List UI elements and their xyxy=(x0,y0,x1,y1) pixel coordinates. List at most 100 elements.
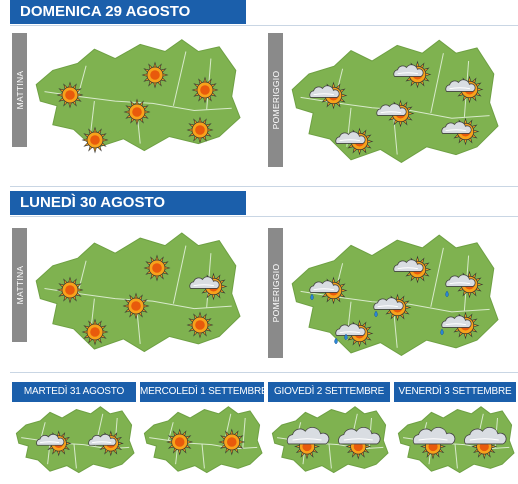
raindrop-icon xyxy=(334,337,338,345)
sun-behind-cloud-icon xyxy=(441,117,480,146)
sun-icon xyxy=(81,126,109,154)
day1-afternoon-tab: POMERIGGIO xyxy=(268,33,283,167)
sun-behind-cloud-icon xyxy=(376,99,415,128)
sun-behind-cloud-icon xyxy=(88,430,124,457)
day2-top-divider xyxy=(10,186,518,187)
raindrop-icon xyxy=(440,328,444,336)
day2-header: LUNEDÌ 30 AGOSTO xyxy=(10,191,246,215)
outlook-day-2-valley-line xyxy=(149,437,258,450)
day2-title: LUNEDÌ 30 AGOSTO xyxy=(20,194,166,211)
cloud-with-sun-icon xyxy=(338,427,381,460)
sun-behind-cloud-icon xyxy=(36,430,72,457)
sun-behind-cloud-icon xyxy=(441,311,480,340)
outlook-top-divider xyxy=(10,372,518,373)
day1-morning-valley-line xyxy=(77,65,87,97)
sun-icon xyxy=(123,98,151,126)
cloud-icon xyxy=(393,259,424,272)
raindrop-icon xyxy=(344,333,348,341)
day2-afternoon-valley-line xyxy=(430,247,444,307)
day2-morning-region xyxy=(35,232,241,353)
sun-behind-cloud-icon xyxy=(445,75,484,104)
cloud-icon xyxy=(286,427,330,445)
sun-icon xyxy=(56,276,84,304)
sun-behind-cloud-icon xyxy=(335,127,374,156)
cloud-icon xyxy=(376,103,407,116)
outlook-day-4: VENERDÌ 3 SETTEMBRE xyxy=(394,382,516,482)
sun-icon xyxy=(141,61,169,89)
sun-icon xyxy=(122,292,150,320)
sun-behind-cloud-icon xyxy=(393,60,432,89)
cloud-icon xyxy=(441,315,472,328)
sun-icon xyxy=(143,254,171,282)
cloud-icon xyxy=(393,64,424,77)
day2-divider xyxy=(10,216,518,217)
sun-icon xyxy=(56,81,84,109)
outlook-day-2-valley-line xyxy=(167,422,174,441)
cloud-icon xyxy=(309,280,340,293)
outlook-day-1-label: MARTEDÌ 31 AGOSTO xyxy=(12,382,136,402)
raindrop-icon xyxy=(310,293,314,301)
day1-morning-tab: MATTINA xyxy=(12,33,27,147)
sun-icon xyxy=(191,76,219,104)
cloud-with-sun-icon xyxy=(286,427,330,460)
outlook-day-2-valley-line xyxy=(242,417,246,449)
cloud-icon xyxy=(464,427,507,445)
outlook-day-3-label: GIOVEDÌ 2 SETTEMBRE xyxy=(268,382,390,402)
cloud-with-sun-icon xyxy=(412,427,456,460)
sun-behind-cloud-icon xyxy=(189,272,228,301)
outlook-day-1-valley-line xyxy=(47,443,51,465)
cloud-icon xyxy=(335,323,366,336)
sun-icon xyxy=(186,311,214,339)
sun-behind-cloud-icon xyxy=(335,319,374,348)
cloud-with-sun-icon xyxy=(464,427,507,460)
cloud-icon xyxy=(36,433,65,446)
outlook-day-2: MERCOLEDÌ 1 SETTEMBRE xyxy=(140,382,268,482)
day1-divider xyxy=(10,25,518,26)
outlook-day-4-label: VENERDÌ 3 SETTEMBRE xyxy=(394,382,516,402)
sun-icon xyxy=(81,318,109,346)
day1-title: DOMENICA 29 AGOSTO xyxy=(20,3,191,20)
day1-header: DOMENICA 29 AGOSTO xyxy=(10,0,246,24)
sun-icon xyxy=(166,428,194,456)
outlook-day-3: GIOVEDÌ 2 SETTEMBRE xyxy=(268,382,390,482)
outlook-day-2-valley-line xyxy=(201,443,205,469)
day1-morning-valley-line xyxy=(172,51,187,106)
cloud-icon xyxy=(445,79,476,92)
sun-behind-cloud-icon xyxy=(393,255,432,284)
cloud-icon xyxy=(335,131,366,144)
outlook-day-1: MARTEDÌ 31 AGOSTO xyxy=(12,382,136,482)
day2-afternoon-tab: POMERIGGIO xyxy=(268,228,283,358)
outlook-day-2-region xyxy=(143,406,263,474)
day2-morning-valley-line xyxy=(172,245,187,304)
cloud-icon xyxy=(309,85,340,98)
day1-morning-region xyxy=(35,39,241,152)
sun-behind-cloud-icon xyxy=(373,293,412,322)
day2-morning-valley-line xyxy=(77,260,87,294)
outlook-day-2-label: MERCOLEDÌ 1 SETTEMBRE xyxy=(140,382,268,402)
cloud-icon xyxy=(441,121,472,134)
cloud-icon xyxy=(445,274,476,287)
outlook-day-4-valley-line xyxy=(454,443,458,469)
sun-behind-cloud-icon xyxy=(445,270,484,299)
cloud-icon xyxy=(189,276,220,289)
day1-afternoon-valley-line xyxy=(430,53,444,114)
sun-behind-cloud-icon xyxy=(309,276,348,305)
cloud-icon xyxy=(338,427,381,445)
cloud-icon xyxy=(373,297,404,310)
outlook-day-1-valley-line xyxy=(73,443,77,469)
sun-icon xyxy=(218,428,246,456)
day1-morning-valley-line xyxy=(89,101,95,137)
outlook-day-3-valley-line xyxy=(328,443,332,469)
cloud-icon xyxy=(88,433,117,446)
raindrop-icon xyxy=(374,310,378,318)
outlook-day-1-region xyxy=(15,406,135,474)
day2-morning-tab: MATTINA xyxy=(12,228,27,342)
sun-icon xyxy=(186,116,214,144)
cloud-icon xyxy=(412,427,456,445)
sun-behind-cloud-icon xyxy=(309,81,348,110)
